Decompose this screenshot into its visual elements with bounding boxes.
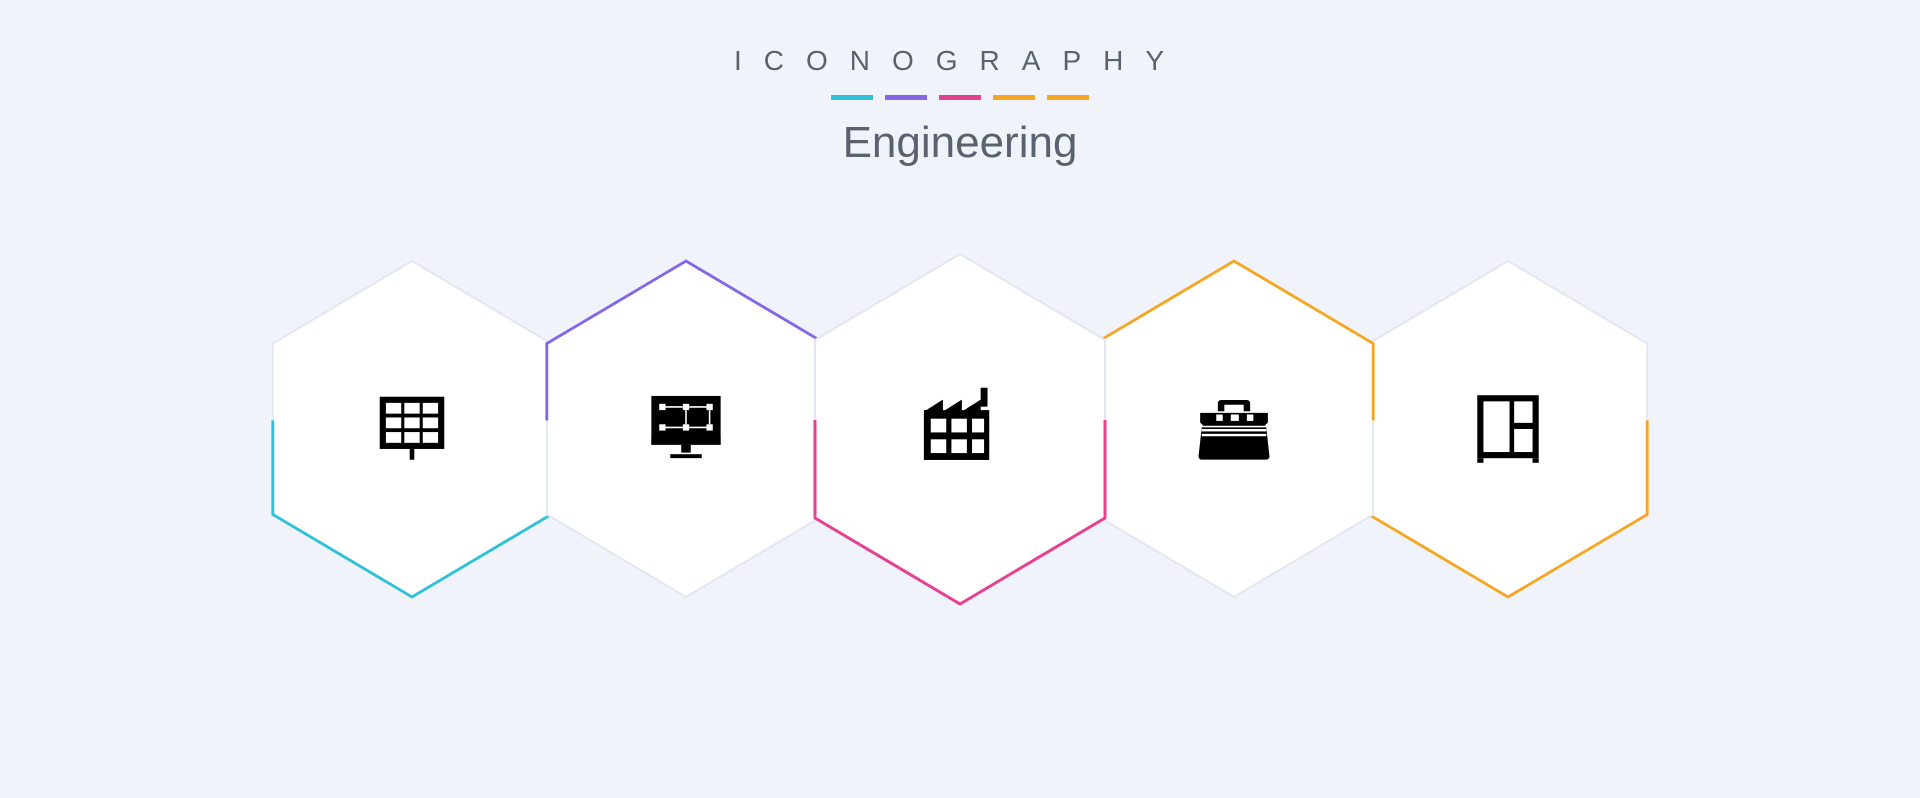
accent-bar-1 — [885, 95, 927, 100]
hex-solar-panel — [263, 257, 561, 601]
category-title: Engineering — [0, 118, 1920, 168]
hex-factory — [805, 250, 1115, 608]
accent-bars — [0, 95, 1920, 100]
solar-panel-icon — [364, 381, 460, 477]
accent-bar-2 — [939, 95, 981, 100]
hex-toolbox — [1085, 257, 1383, 601]
accent-bar-3 — [993, 95, 1035, 100]
hex-design-monitor — [537, 257, 835, 601]
brand-title: ICONOGRAPHY — [0, 45, 1920, 77]
hex-cabinet — [1359, 257, 1657, 601]
icon-row — [275, 250, 1645, 608]
design-monitor-icon — [638, 381, 734, 477]
cabinet-icon — [1460, 381, 1556, 477]
toolbox-icon — [1186, 381, 1282, 477]
header-block: ICONOGRAPHY Engineering — [0, 0, 1920, 168]
accent-bar-4 — [1047, 95, 1089, 100]
accent-bar-0 — [831, 95, 873, 100]
factory-icon — [910, 379, 1010, 479]
